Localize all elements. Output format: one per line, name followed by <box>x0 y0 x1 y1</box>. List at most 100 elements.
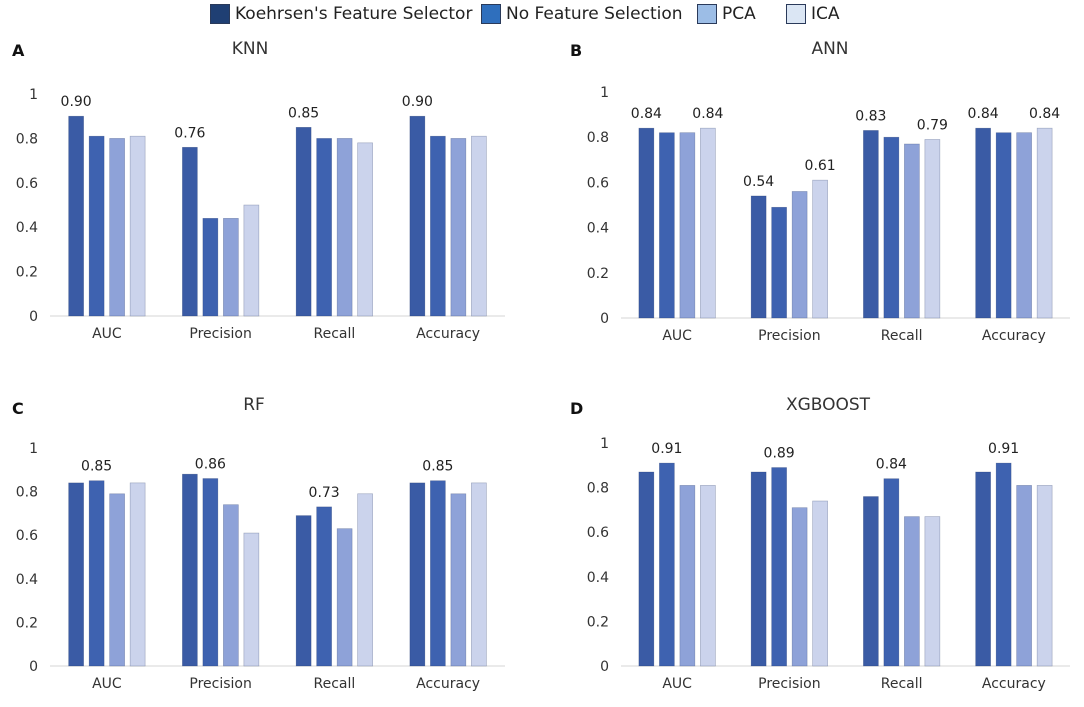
chart-title: XGBOOST <box>786 395 871 415</box>
y-tick-label: 0.4 <box>16 572 38 588</box>
y-tick-label: 0.2 <box>16 615 38 631</box>
bar-pca-accuracy <box>1016 485 1032 667</box>
legend-swatch-pca <box>697 4 717 24</box>
data-label: 0.85 <box>81 459 112 475</box>
legend-swatch-ica <box>786 4 806 24</box>
y-tick-label: 1 <box>600 85 609 101</box>
legend-label-pca: PCA <box>722 4 756 24</box>
data-label: 0.85 <box>288 105 319 121</box>
bar-pca-auc <box>109 138 125 317</box>
bar-koehrsen-s-feature-selector-accuracy <box>975 127 991 319</box>
bar-ica-accuracy <box>471 482 487 667</box>
bar-koehrsen-s-feature-selector-precision <box>182 146 198 317</box>
bar-no-feature-selection-auc <box>88 135 105 317</box>
legend-item-ica: ICA <box>786 3 840 25</box>
x-category-label: Recall <box>881 328 923 344</box>
bar-ica-recall <box>924 516 941 667</box>
bar-ica-auc <box>700 485 716 667</box>
bar-ica-recall <box>924 139 941 319</box>
bar-no-feature-selection-precision <box>202 218 219 317</box>
bar-no-feature-selection-accuracy <box>430 135 446 317</box>
bar-pca-accuracy <box>450 493 467 667</box>
x-category-label: Precision <box>189 326 251 342</box>
bar-pca-precision <box>791 191 808 319</box>
bar-no-feature-selection-precision <box>202 478 219 667</box>
data-label: 0.79 <box>917 117 948 133</box>
x-category-label: Precision <box>189 676 251 692</box>
bar-koehrsen-s-feature-selector-accuracy <box>409 115 426 317</box>
bar-koehrsen-s-feature-selector-accuracy <box>975 471 991 667</box>
bar-pca-recall <box>336 528 353 667</box>
panel-letter: D <box>570 399 583 418</box>
y-tick-label: 1 <box>29 441 38 457</box>
bar-koehrsen-s-feature-selector-auc <box>638 471 655 667</box>
bar-no-feature-selection-recall <box>883 136 900 319</box>
y-tick-label: 1 <box>600 436 609 452</box>
data-label: 0.84 <box>876 457 907 473</box>
data-label: 0.61 <box>805 158 836 174</box>
data-label: 0.86 <box>195 457 226 473</box>
bar-pca-recall <box>336 138 353 317</box>
bar-ica-accuracy <box>1036 127 1053 319</box>
legend-label-koehrsen: Koehrsen's Feature Selector <box>235 4 473 24</box>
chart-panel-rf: C RF 0 0.2 0.4 0.6 0.8 1 AUC Precision Recall Accur… <box>12 395 505 692</box>
data-label: 0.76 <box>174 125 205 141</box>
chart-title: RF <box>243 395 265 415</box>
bar-ica-accuracy <box>471 135 487 317</box>
y-tick-label: 0.6 <box>587 175 609 191</box>
y-tick-label: 0.4 <box>16 220 38 236</box>
bar-pca-recall <box>904 143 920 319</box>
bar-no-feature-selection-accuracy <box>430 480 446 667</box>
y-tick-label: 0 <box>29 309 38 325</box>
bar-koehrsen-s-feature-selector-auc <box>638 127 655 319</box>
data-label: 0.91 <box>988 441 1019 457</box>
legend-swatch-no-feature-selection <box>481 4 501 24</box>
data-label: 0.91 <box>651 441 682 457</box>
bar-koehrsen-s-feature-selector-recall <box>863 130 879 319</box>
x-category-label: Precision <box>758 328 820 344</box>
bar-no-feature-selection-recall <box>883 478 900 667</box>
bar-no-feature-selection-precision <box>771 206 787 319</box>
bar-ica-precision <box>243 532 260 667</box>
x-category-label: AUC <box>662 676 692 692</box>
bar-pca-precision <box>223 504 239 667</box>
bar-pca-precision <box>223 218 239 317</box>
data-label: 0.73 <box>309 485 340 501</box>
chart-panel-knn: A KNN 0 0.2 0.4 0.6 0.8 1 AUC Precision Recall Accu… <box>12 39 505 342</box>
bar-ica-precision <box>812 500 828 667</box>
legend-label-ica: ICA <box>811 4 840 24</box>
bar-pca-precision <box>791 507 808 667</box>
legend-item-no-feature-selection: No Feature Selection <box>481 3 683 25</box>
bar-ica-recall <box>357 493 373 667</box>
y-tick-label: 0 <box>600 311 609 327</box>
x-category-label: Accuracy <box>982 328 1046 344</box>
x-category-label: Recall <box>881 676 923 692</box>
legend-item-koehrsen: Koehrsen's Feature Selector <box>210 3 472 25</box>
y-tick-label: 0.6 <box>16 528 38 544</box>
bar-koehrsen-s-feature-selector-precision <box>750 195 767 319</box>
legend-label-no-feature-selection: No Feature Selection <box>506 4 683 24</box>
bar-no-feature-selection-auc <box>659 462 675 667</box>
bar-koehrsen-s-feature-selector-precision <box>750 471 767 667</box>
legend: Koehrsen's Feature Selector No Feature S… <box>0 0 1084 28</box>
y-tick-label: 0.4 <box>587 570 609 586</box>
bar-no-feature-selection-auc <box>659 132 675 319</box>
y-tick-label: 0.8 <box>587 481 609 497</box>
y-tick-label: 0.2 <box>587 614 609 630</box>
bar-no-feature-selection-precision <box>771 467 787 667</box>
x-category-label: Precision <box>758 676 820 692</box>
data-label: 0.84 <box>1029 106 1060 122</box>
bar-pca-recall <box>904 516 920 667</box>
bar-pca-auc <box>109 493 125 667</box>
y-tick-label: 0 <box>29 659 38 675</box>
bar-ica-accuracy <box>1036 485 1053 667</box>
y-tick-label: 1 <box>29 87 38 103</box>
bar-ica-auc <box>129 482 146 667</box>
x-category-label: AUC <box>662 328 692 344</box>
data-label: 0.84 <box>631 106 662 122</box>
bar-ica-auc <box>700 127 716 319</box>
y-tick-label: 0.6 <box>16 176 38 192</box>
bar-koehrsen-s-feature-selector-accuracy <box>409 482 426 667</box>
bar-koehrsen-s-feature-selector-precision <box>182 473 198 667</box>
y-tick-label: 0.2 <box>587 266 609 282</box>
